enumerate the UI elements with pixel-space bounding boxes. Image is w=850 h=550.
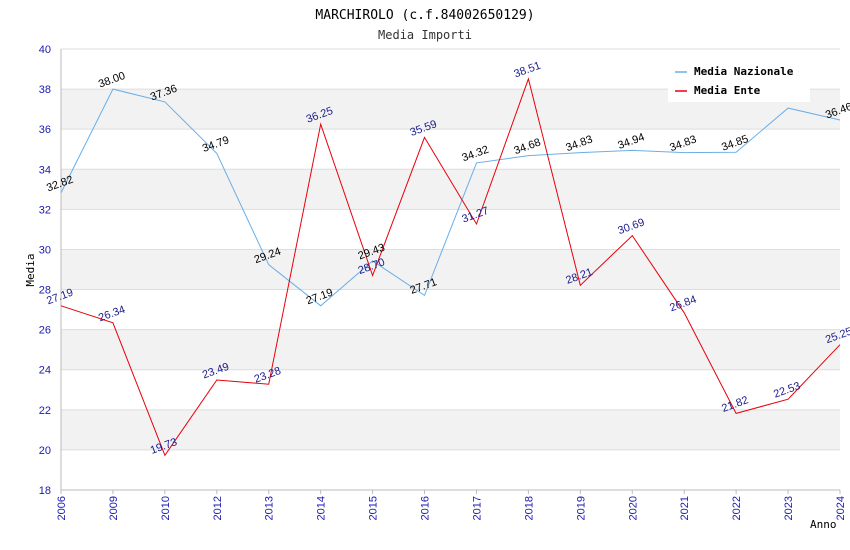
legend: Media Nazionale Media Ente xyxy=(668,60,810,102)
data-label: 26.34 xyxy=(97,304,127,325)
x-tick-label: 2022 xyxy=(731,496,743,520)
y-axis-title: Media xyxy=(24,253,37,286)
grid-bands xyxy=(61,89,840,450)
y-tick-label: 20 xyxy=(39,445,51,457)
grid-band xyxy=(61,409,840,450)
series-line-media-ente xyxy=(60,77,841,457)
grid-lines xyxy=(61,48,840,491)
legend-label-media-ente: Media Ente xyxy=(694,84,761,97)
data-label: 30.69 xyxy=(616,216,646,237)
x-tick-label: 2017 xyxy=(471,496,483,520)
grid-band xyxy=(61,169,840,210)
y-tick-label: 30 xyxy=(39,244,51,256)
y-tick-label: 36 xyxy=(39,124,51,136)
y-tick-label: 38 xyxy=(39,84,51,96)
x-tick-label: 2021 xyxy=(679,496,691,520)
data-label: 34.68 xyxy=(512,136,542,157)
data-label: 34.83 xyxy=(668,133,698,154)
data-label: 38.00 xyxy=(97,70,127,91)
x-tick-label: 2009 xyxy=(108,496,120,520)
y-tick-label: 18 xyxy=(39,485,51,497)
axes xyxy=(60,49,840,491)
chart-title: MARCHIROLO (c.f.84002650129) xyxy=(315,8,534,23)
x-tick-label: 2016 xyxy=(420,496,432,520)
x-tick-label: 2015 xyxy=(368,496,380,520)
x-tick-label: 2012 xyxy=(212,496,224,520)
y-axis-ticks: 18 20 22 24 26 28 30 32 34 36 38 40 xyxy=(39,44,51,497)
x-tick-label: 2014 xyxy=(316,496,328,520)
grid-band xyxy=(61,249,840,290)
data-label: 34.85 xyxy=(720,133,750,154)
y-tick-label: 26 xyxy=(39,325,51,337)
x-tick-label: 2013 xyxy=(264,496,276,520)
y-tick-label: 28 xyxy=(39,285,51,297)
y-tick-label: 32 xyxy=(39,204,51,216)
series-line-media-nazionale xyxy=(60,88,841,307)
x-tick-label: 2023 xyxy=(783,496,795,520)
data-label: 38.51 xyxy=(512,60,542,81)
data-label: 34.94 xyxy=(616,131,646,152)
data-label: 22.53 xyxy=(772,380,802,401)
y-tick-label: 34 xyxy=(39,164,51,176)
y-tick-label: 24 xyxy=(39,365,51,377)
legend-label-media-nazionale: Media Nazionale xyxy=(694,65,794,78)
series-group xyxy=(60,77,841,457)
x-axis-ticks: 2006 2009 2010 2012 2013 2014 2015 2016 2017 2018… xyxy=(56,490,847,520)
x-tick-label: 2020 xyxy=(627,496,639,520)
x-tick-label: 2024 xyxy=(835,496,847,520)
legend-background xyxy=(668,60,810,102)
x-tick-label: 2019 xyxy=(575,496,587,520)
chart-subtitle: Media Importi xyxy=(378,28,472,42)
x-tick-label: 2018 xyxy=(523,496,535,520)
data-label: 34.83 xyxy=(564,133,594,154)
grid-band xyxy=(61,329,840,370)
y-tick-label: 22 xyxy=(39,405,51,417)
x-tick-label: 2010 xyxy=(160,496,172,520)
x-tick-label: 2006 xyxy=(56,496,68,520)
y-tick-label: 40 xyxy=(39,44,51,56)
x-axis-title: Anno xyxy=(810,518,837,531)
